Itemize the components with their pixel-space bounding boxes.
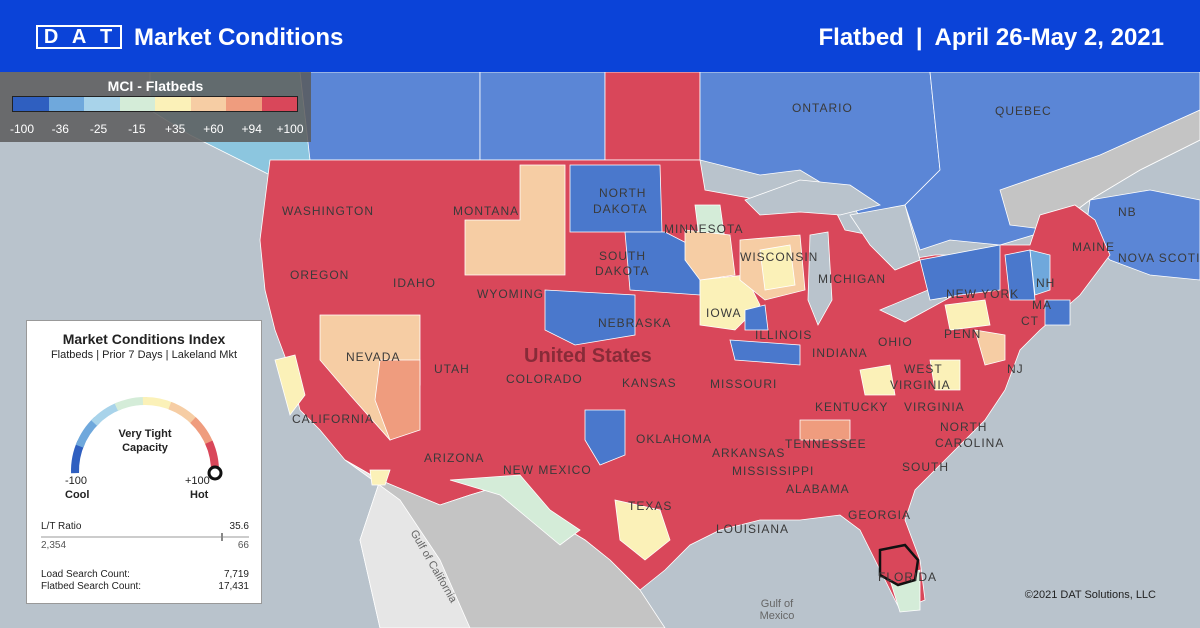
legend-swatch: [13, 97, 49, 111]
region-new-hampshire: [1029, 249, 1051, 296]
region-new-york: [944, 299, 991, 331]
lt-ratio-row: L/T Ratio 35.6: [41, 521, 249, 532]
lt-ratio-value: 35.6: [229, 521, 249, 532]
region-illinois-east: [729, 339, 801, 366]
legend-color-bar: [12, 96, 298, 112]
card-subtitle: Flatbeds | Prior 7 Days | Lakeland Mkt: [50, 349, 238, 361]
market-conditions-card: Market Conditions Index Flatbeds | Prior…: [26, 320, 262, 604]
trucks-loads-row: 2,354 66: [41, 540, 249, 551]
region-st-lawrence: [999, 109, 1200, 231]
gauge-value-marker: [207, 465, 223, 481]
legend-tick-label: -25: [89, 122, 108, 136]
region-colorado-north: [684, 229, 736, 281]
region-pennsylvania: [974, 329, 1006, 366]
gauge-min-value: -100: [65, 475, 88, 487]
gauge-segment: [71, 440, 85, 474]
gauge-max-label: Hot: [190, 489, 209, 501]
header-subtitle: Flatbed | April 26-May 2, 2021: [818, 24, 1164, 52]
legend-title: MCI - Flatbeds: [107, 78, 204, 94]
loads-value: 66: [237, 540, 249, 551]
region-west-virginia: [929, 359, 961, 391]
gauge-segment: [114, 397, 148, 411]
card-title: Market Conditions Index: [62, 331, 226, 347]
legend-tick-label: -100: [9, 122, 35, 136]
region-ontario-east: [919, 244, 1001, 301]
legend-tick-label: +94: [241, 122, 262, 136]
gauge-segment: [190, 417, 215, 448]
mci-gauge: [71, 397, 223, 481]
region-nebraska: [544, 289, 636, 346]
region-saskatchewan: [479, 72, 606, 161]
header-bar: D A T Market Conditions Flatbed | April 26…: [0, 0, 1200, 72]
region-alberta: [299, 72, 481, 161]
region-texas-border: [449, 474, 581, 546]
gauge-segment: [168, 401, 199, 426]
region-kentucky: [859, 364, 896, 396]
logo-letter: A: [71, 25, 89, 48]
lt-ratio-label: L/T Ratio: [41, 521, 82, 532]
load-search-label: Load Search Count:: [41, 569, 130, 580]
load-search-value: 7,719: [223, 569, 249, 580]
gauge-center-line2: Capacity: [122, 442, 168, 454]
region-nevada-south: [374, 359, 421, 441]
gauge-segment: [91, 401, 122, 426]
lake-superior: [744, 179, 881, 216]
logo-letter: T: [99, 25, 115, 48]
region-north-dakota: [569, 164, 663, 233]
date-range: April 26-May 2, 2021: [934, 24, 1164, 51]
region-montana-east: [464, 164, 566, 276]
copyright-text: ©2021 DAT Solutions, LLC: [1024, 589, 1156, 601]
logo-letter: D: [43, 25, 61, 48]
legend-swatch: [261, 97, 297, 111]
page-title: Market Conditions: [134, 24, 344, 51]
gauge-center-text: Very Tight Capacity: [97, 427, 193, 455]
region-manitoba: [604, 72, 701, 161]
region-texas-south: [614, 499, 671, 561]
legend-ticks: -100 -36 -25 -15 +35 +60 +94 +100: [0, 122, 311, 138]
lt-ratio-bar: [41, 536, 249, 538]
region-california-coast: [274, 354, 306, 416]
trucks-value: 2,354: [41, 540, 67, 551]
legend-swatch: [226, 97, 262, 111]
legend-tick-label: +35: [164, 122, 186, 136]
legend-tick-label: -36: [51, 122, 69, 136]
legend-swatch: [155, 97, 191, 111]
load-search-row: Load Search Count: 7,719: [41, 569, 249, 580]
region-oklahoma-panhandle: [584, 409, 626, 466]
legend-tick-label: +100: [276, 122, 304, 136]
gauge-max-value: +100: [185, 475, 210, 487]
gauge-min-label: Cool: [65, 489, 90, 501]
legend-tick-label: -15: [128, 122, 146, 136]
region-lakeland-market: [878, 543, 920, 587]
region-iowa-east: [744, 304, 769, 331]
legend-swatch: [48, 97, 84, 111]
flatbed-search-label: Flatbed Search Count:: [41, 581, 142, 592]
legend-swatch: [119, 97, 155, 111]
gauge-segment: [75, 417, 100, 448]
lt-ratio-marker: [221, 533, 223, 541]
mci-legend: MCI - Flatbeds -100 -36 -25 -15 +35 +60 +94 +10…: [0, 72, 311, 142]
region-mass: [1044, 299, 1071, 326]
gauge-center-line1: Very Tight: [118, 428, 172, 440]
legend-swatch: [84, 97, 120, 111]
header-separator: |: [915, 24, 923, 51]
region-tennessee: [799, 419, 851, 441]
flatbed-search-row: Flatbed Search Count: 17,431: [41, 581, 249, 592]
region-arizona-south: [369, 469, 391, 486]
equipment-type: Flatbed: [818, 24, 904, 51]
legend-swatch: [190, 97, 226, 111]
region-baja: [344, 459, 471, 628]
gauge-segment: [142, 397, 176, 411]
legend-tick-label: +60: [203, 122, 224, 136]
dat-logo: D A T: [36, 25, 122, 49]
region-quebec: [904, 72, 1200, 251]
flatbed-search-value: 17,431: [218, 581, 249, 592]
lake-michigan: [807, 231, 833, 326]
region-wisconsin-south: [759, 244, 796, 291]
lake-huron: [849, 204, 921, 271]
region-vermont: [1004, 249, 1036, 301]
